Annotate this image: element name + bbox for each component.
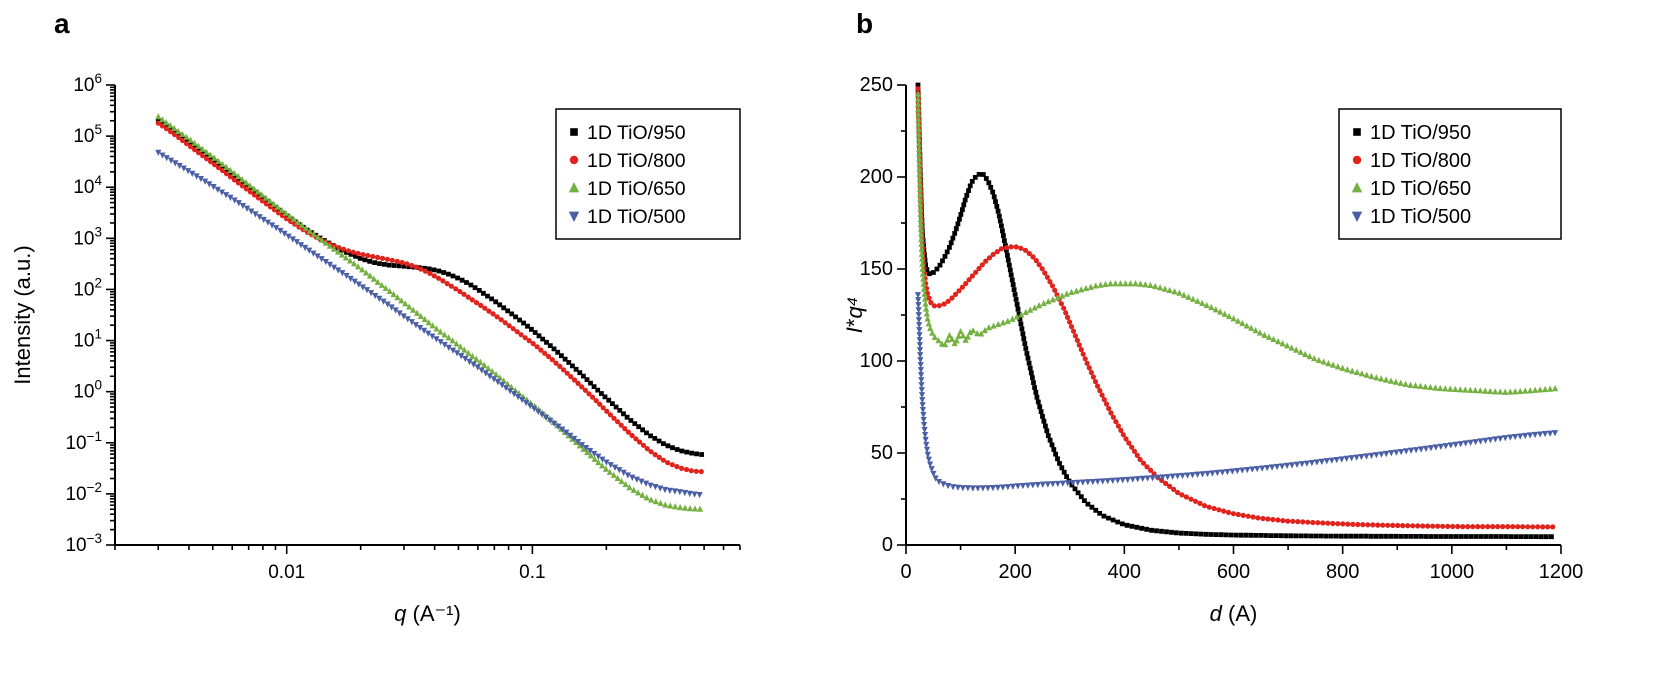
y-tick-label: 100 xyxy=(73,378,102,403)
ticks xyxy=(106,84,741,554)
axis-lines xyxy=(114,85,740,546)
legend-marker-triangle-up-icon xyxy=(568,182,580,193)
axes: 0.01 0.1 106 105 104 103 102 101 100 10−1 10−2 10−3 xyxy=(65,71,741,583)
axes: 0 200 400 600 800 1000 1200 0 50 100 150 200 250 xyxy=(860,74,1584,583)
x-tick-label: 800 xyxy=(1326,561,1359,583)
x-tick-label: 200 xyxy=(998,561,1031,583)
y-tick-label: 150 xyxy=(860,258,893,280)
legend-label: 1D TiO/800 xyxy=(1370,150,1471,172)
x-axis-label: q (A⁻¹) xyxy=(394,601,461,626)
y-tick-label: 50 xyxy=(871,442,893,464)
legend-marker-circle-icon xyxy=(569,155,579,165)
y-tick-label: 200 xyxy=(860,166,893,188)
series-1d-tio-500 xyxy=(155,149,703,499)
tick-labels: 0 200 400 600 800 1000 1200 0 50 100 150 200 250 xyxy=(860,74,1584,583)
x-tick-label: 1200 xyxy=(1539,561,1584,583)
legend-entry: 1D TiO/950 xyxy=(570,122,686,144)
x-tick-label: 600 xyxy=(1217,561,1250,583)
y-tick-label: 250 xyxy=(860,74,893,96)
legend-entry: 1D TiO/800 xyxy=(569,150,686,172)
x-tick-label: 0.01 xyxy=(268,562,305,583)
legend-label: 1D TiO/650 xyxy=(1370,178,1471,200)
legend-label: 1D TiO/500 xyxy=(587,206,686,228)
x-tick-label: 400 xyxy=(1108,561,1141,583)
legend-label: 1D TiO/650 xyxy=(587,178,686,200)
legend-entry: 1D TiO/500 xyxy=(568,206,686,228)
legend-marker-square-icon xyxy=(1353,128,1361,136)
legend-entry: 1D TiO/800 xyxy=(1352,150,1471,172)
y-tick-label: 102 xyxy=(73,275,102,300)
legend-marker-square-icon xyxy=(570,128,578,136)
legend-entry: 1D TiO/650 xyxy=(568,178,686,200)
tick-labels: 0.01 0.1 106 105 104 103 102 101 100 10−1 10−2 10−3 xyxy=(65,71,545,583)
legend-label: 1D TiO/950 xyxy=(587,122,686,144)
panel-a-chart: 0.01 0.1 106 105 104 103 102 101 100 10−1 10−2 10−3… xyxy=(10,71,741,626)
y-tick-label: 105 xyxy=(73,122,102,147)
legend: 1D TiO/950 1D TiO/800 1D TiO/650 1D TiO/500 xyxy=(555,108,741,240)
panel-b-chart: 0 200 400 600 800 1000 1200 0 50 100 150 200 250 d (A… xyxy=(842,74,1584,626)
legend-marker-triangle-down-icon xyxy=(568,211,580,222)
y-axis-label: Intensity (a.u.) xyxy=(10,245,35,384)
y-axis-label: I*q⁴ xyxy=(842,297,867,333)
x-axis-label: d (A) xyxy=(1210,601,1258,626)
legend-marker-triangle-up-icon xyxy=(1351,182,1363,193)
y-tick-label: 103 xyxy=(73,224,102,249)
y-tick-label: 10−3 xyxy=(65,531,102,556)
legend-label: 1D TiO/800 xyxy=(587,150,686,172)
legend-label: 1D TiO/500 xyxy=(1370,206,1471,228)
y-tick-label: 104 xyxy=(73,173,102,198)
y-tick-label: 106 xyxy=(73,71,102,96)
x-tick-label: 0 xyxy=(900,561,911,583)
y-tick-label: 10−2 xyxy=(65,480,102,505)
legend-box xyxy=(1338,108,1562,240)
y-tick-label: 10−1 xyxy=(65,429,102,454)
series-1d-tio-650 xyxy=(155,113,704,512)
legend-box xyxy=(555,108,741,240)
legend: 1D TiO/950 1D TiO/800 1D TiO/650 1D TiO/500 xyxy=(1338,108,1562,240)
legend-entry: 1D TiO/950 xyxy=(1353,122,1471,144)
x-tick-label: 0.1 xyxy=(519,562,545,583)
panel-a: a 0.01 0.1 106 105 104 103 102 101 100 10−1 10−2 10… xyxy=(10,8,741,626)
legend-entry: 1D TiO/650 xyxy=(1351,178,1471,200)
ticks xyxy=(897,84,1562,554)
y-tick-label: 100 xyxy=(860,350,893,372)
legend-label: 1D TiO/950 xyxy=(1370,122,1471,144)
legend-marker-circle-icon xyxy=(1352,155,1362,165)
series-group xyxy=(155,113,704,512)
panel-b-label: b xyxy=(856,8,874,39)
y-tick-label: 0 xyxy=(882,534,893,556)
y-tick-label: 101 xyxy=(73,327,102,352)
panel-a-label: a xyxy=(54,8,70,39)
x-tick-label: 1000 xyxy=(1430,561,1475,583)
legend-entry: 1D TiO/500 xyxy=(1351,206,1471,228)
panel-b: b 0 200 400 600 800 1000 1200 0 50 100 150 200 250 d … xyxy=(836,0,1672,681)
legend-marker-triangle-down-icon xyxy=(1351,211,1363,222)
